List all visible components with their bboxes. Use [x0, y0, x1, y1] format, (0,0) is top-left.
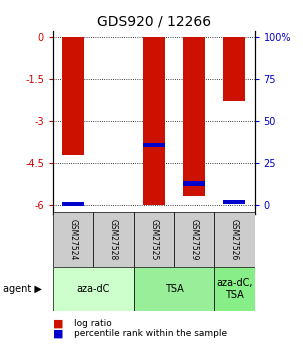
Bar — [143, 142, 165, 147]
Text: aza-dC,
TSA: aza-dC, TSA — [216, 278, 253, 300]
Bar — [174, 212, 214, 267]
Bar — [223, 37, 245, 101]
Text: ■: ■ — [53, 319, 64, 328]
Bar — [93, 212, 134, 267]
Text: GSM27524: GSM27524 — [69, 219, 78, 260]
Bar — [143, 37, 165, 206]
Bar — [223, 200, 245, 204]
Bar — [53, 267, 134, 310]
Bar — [62, 202, 84, 206]
Text: percentile rank within the sample: percentile rank within the sample — [74, 329, 227, 338]
Bar — [134, 212, 174, 267]
Text: log ratio: log ratio — [74, 319, 112, 328]
Text: aza-dC: aza-dC — [77, 284, 110, 294]
Title: GDS920 / 12266: GDS920 / 12266 — [97, 14, 211, 29]
Bar — [214, 212, 255, 267]
Bar — [53, 212, 93, 267]
Bar — [134, 267, 214, 310]
Bar — [183, 181, 205, 186]
Text: TSA: TSA — [165, 284, 183, 294]
Text: GSM27529: GSM27529 — [190, 219, 198, 260]
Text: GSM27525: GSM27525 — [149, 219, 158, 260]
Text: agent ▶: agent ▶ — [3, 284, 42, 294]
Text: GSM27528: GSM27528 — [109, 219, 118, 260]
Text: GSM27526: GSM27526 — [230, 219, 239, 260]
Text: ■: ■ — [53, 329, 64, 339]
Bar — [62, 37, 84, 155]
Bar — [183, 37, 205, 196]
Bar — [214, 267, 255, 310]
